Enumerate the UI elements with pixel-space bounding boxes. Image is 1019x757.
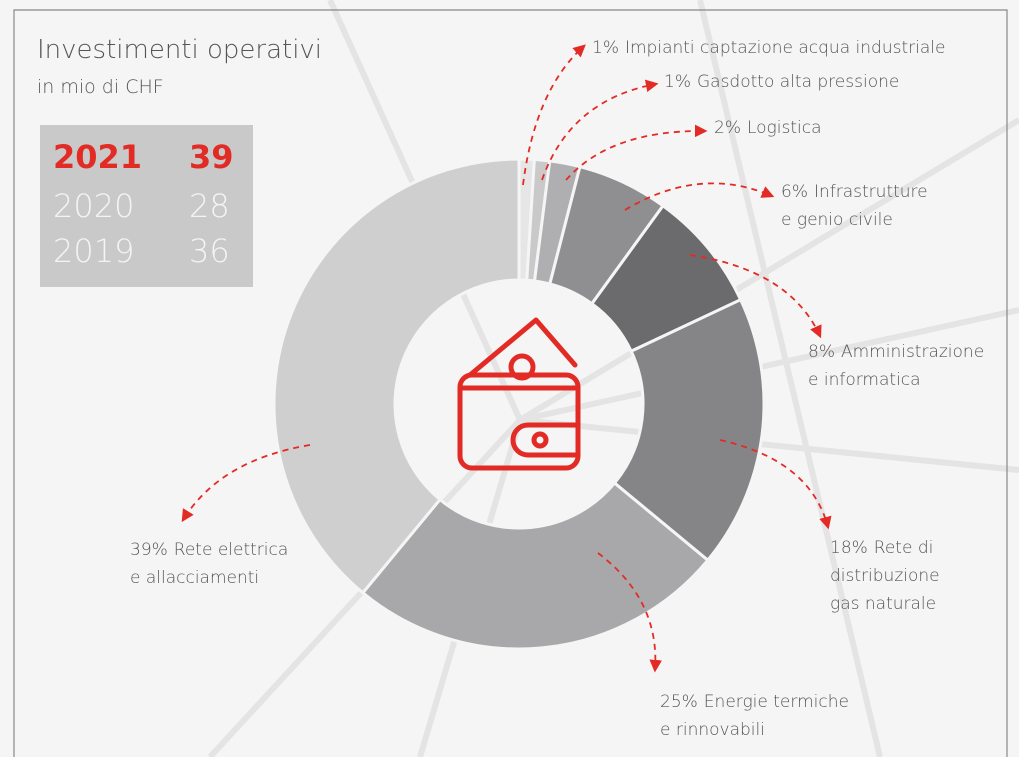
- donut-slice: [272, 157, 521, 595]
- slice-percent: 8%: [808, 342, 835, 362]
- slice-label: 1% Impianti captazione acqua industriale: [592, 38, 945, 58]
- slice-label: 1% Gasdotto alta pressione: [664, 72, 899, 92]
- leader-arrow: [597, 552, 662, 673]
- leader-arrow: [565, 124, 708, 181]
- slice-percent: 2%: [714, 118, 741, 138]
- background-lines: [207, 0, 1019, 757]
- year-label: 2020: [53, 187, 134, 225]
- slice-name: Gasdotto alta pressione: [697, 72, 899, 92]
- slice-name: Logistica: [747, 118, 822, 138]
- year-value: 39: [189, 138, 234, 176]
- donut-slice: [360, 480, 710, 651]
- slice-percent: 25%: [660, 692, 698, 712]
- slice-name: e genio civile: [781, 210, 893, 230]
- slice-label: 8% Amministrazione e informatica: [808, 342, 984, 390]
- slice-name: gas naturale: [830, 594, 936, 614]
- slice-name: Infrastrutture: [814, 182, 928, 202]
- slice-name: Energie termiche: [704, 692, 849, 712]
- slice-name: e informatica: [808, 370, 921, 390]
- slice-percent: 1%: [592, 38, 619, 58]
- slice-name: Amministrazione: [841, 342, 984, 362]
- year-value: 36: [189, 232, 230, 270]
- slice-percent: 18%: [830, 538, 868, 558]
- leader-arrow: [181, 444, 311, 523]
- slice-name: distribuzione: [830, 566, 940, 586]
- wallet-icon: [457, 317, 581, 471]
- slice-name: Rete elettrica: [174, 540, 288, 560]
- slice-label: 39% Rete elettrica e allacciamenti: [130, 540, 288, 588]
- leader-arrow: [719, 439, 832, 530]
- slice-name: Rete di: [874, 538, 934, 558]
- slice-label: 6% Infrastrutture e genio civile: [781, 182, 928, 230]
- slice-label: 2% Logistica: [714, 118, 822, 138]
- slice-percent: 39%: [130, 540, 168, 560]
- slice-label: 18% Rete di distribuzione gas naturale: [830, 538, 940, 614]
- slice-name: e allacciamenti: [130, 568, 259, 588]
- subtitle: in mio di CHF: [37, 76, 164, 98]
- slice-percent: 1%: [664, 72, 691, 92]
- leader-arrow: [624, 182, 775, 211]
- donut-slice: [612, 297, 766, 563]
- year-label: 2021: [53, 138, 142, 176]
- summary-box: [40, 125, 253, 287]
- slice-name: Impianti captazione acqua industriale: [625, 38, 945, 58]
- leader-arrow: [689, 254, 822, 339]
- year-value: 28: [189, 187, 230, 225]
- year-label: 2019: [53, 232, 134, 270]
- donut: [272, 157, 766, 651]
- slice-percent: 6%: [781, 182, 808, 202]
- slice-label: 25% Energie termiche e rinnovabili: [660, 692, 849, 740]
- frame: [13, 9, 1008, 757]
- slice-name: e rinnovabili: [660, 720, 765, 740]
- leader-arrow: [541, 79, 659, 181]
- title: Investimenti operativi: [37, 35, 322, 65]
